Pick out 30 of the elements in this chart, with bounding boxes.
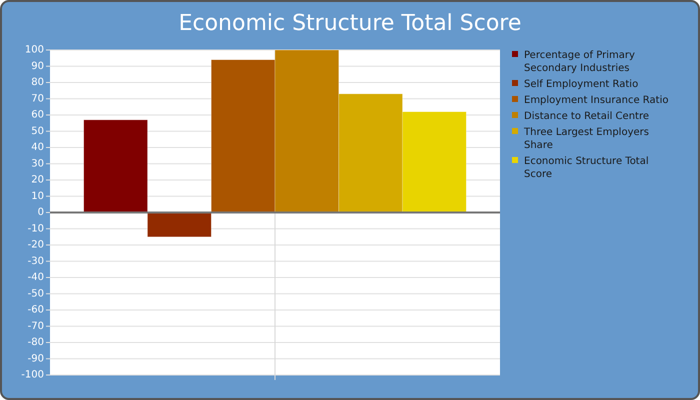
legend-label: Percentage of Primary Secondary Industries	[524, 50, 635, 74]
y-tick-label: 90	[31, 60, 44, 72]
legend-label: Employment Insurance Ratio	[524, 94, 668, 106]
legend-label: Distance to Retail Centre	[524, 110, 649, 122]
y-tick-label: 60	[31, 110, 44, 121]
y-tick-label: 20	[31, 174, 44, 186]
y-tick-label: 70	[31, 93, 44, 104]
y-tick-label: -30	[28, 256, 44, 267]
y-tick-label: 80	[31, 77, 44, 88]
legend-label: Self Employment Ratio	[524, 78, 638, 90]
y-tick-label: -50	[28, 288, 44, 300]
y-tick-label: -20	[28, 240, 44, 251]
y-tick-label: -100	[21, 370, 44, 381]
legend-label: Economic Structure Total Score	[524, 156, 649, 180]
y-tick-label: -60	[28, 304, 44, 316]
y-tick-label: 0	[38, 207, 44, 218]
y-tick-label: 30	[31, 158, 44, 170]
bar	[147, 212, 212, 238]
y-tick-label: 50	[31, 126, 44, 137]
y-tick-label: -70	[28, 320, 44, 332]
chart-title: Economic Structure Total Score	[178, 11, 522, 36]
bar	[84, 120, 148, 213]
legend-label: Three Largest Employers Share	[523, 126, 649, 151]
y-tick-label: -10	[28, 223, 44, 234]
y-tick-label: -80	[28, 337, 44, 348]
y-tick-label: 100	[24, 44, 44, 56]
y-tick-label: -90	[28, 353, 44, 364]
y-tick-label: 10	[31, 190, 44, 202]
y-tick-label: 40	[31, 142, 44, 154]
y-tick-label: -40	[28, 272, 44, 284]
